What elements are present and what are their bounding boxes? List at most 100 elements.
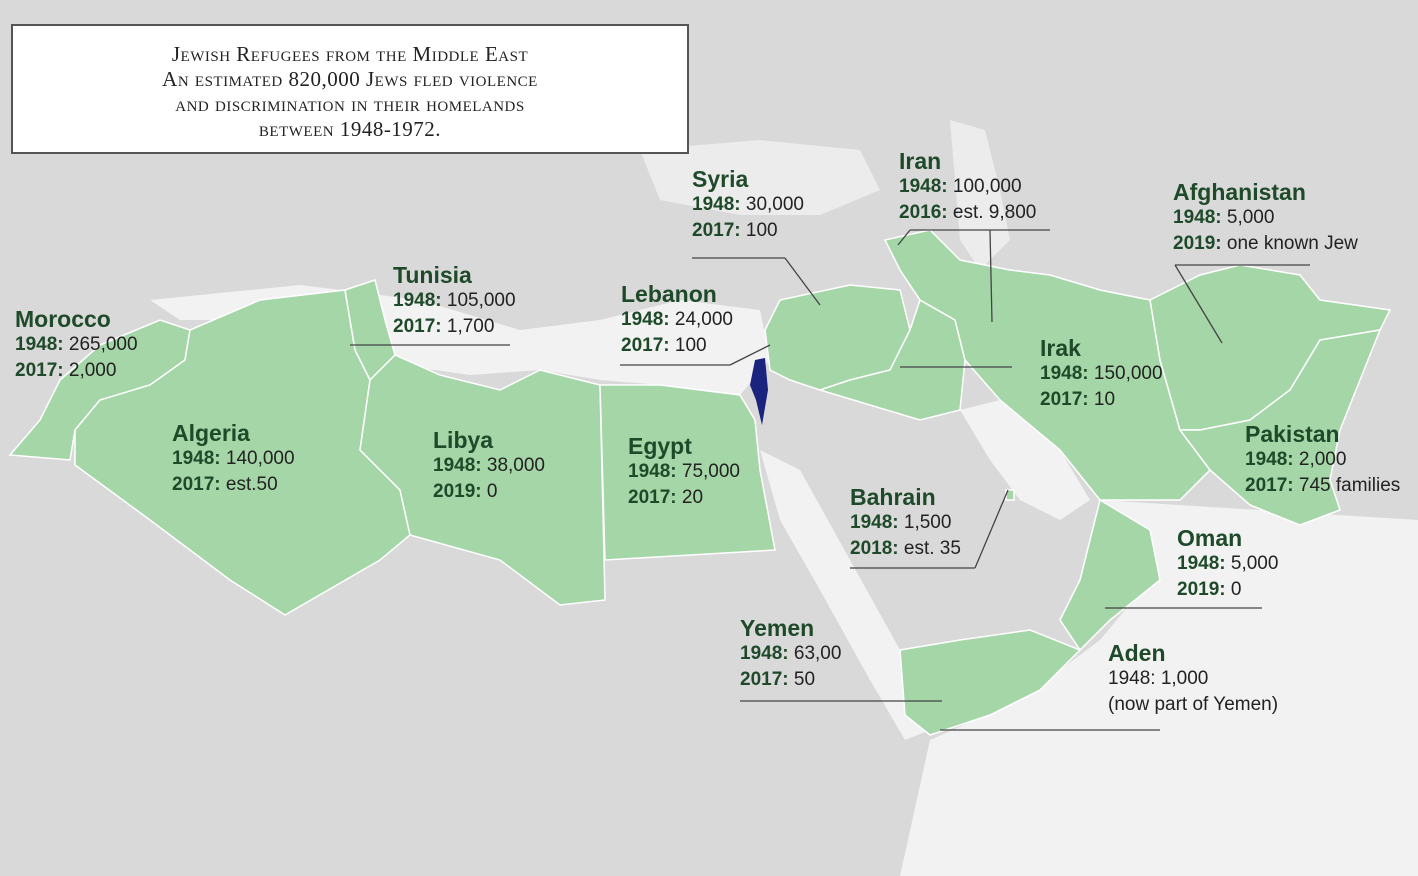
year: 1948: bbox=[850, 512, 899, 533]
persian-gulf bbox=[960, 400, 1090, 520]
year: 2017: bbox=[1040, 389, 1089, 410]
year: 1948: bbox=[393, 290, 442, 311]
country-name: Oman bbox=[1177, 525, 1243, 551]
country-bahrain bbox=[1005, 489, 1015, 501]
value: 2,000 bbox=[1298, 449, 1347, 470]
arabian-sea bbox=[900, 500, 1418, 876]
year: 2017: bbox=[692, 220, 741, 241]
country-name: Yemen bbox=[740, 615, 815, 641]
label-pakistan: Pakistan 1948: 2,000 2017: 745 families bbox=[1245, 421, 1400, 499]
value: 24,000 bbox=[674, 309, 734, 330]
leader-afghanistan-diag bbox=[1174, 264, 1223, 344]
year: 2017: bbox=[621, 335, 670, 356]
label-afghanistan: Afghanistan 1948: 5,000 2019: one known … bbox=[1173, 179, 1358, 257]
label-egypt: Egypt 1948: 75,000 2017: 20 bbox=[628, 433, 740, 511]
label-yemen: Yemen 1948: 63,00 2017: 50 bbox=[740, 615, 841, 693]
year: 1948: bbox=[692, 194, 741, 215]
year: 1948: bbox=[172, 448, 221, 469]
year: 1948: bbox=[1173, 207, 1222, 228]
title-line: between 1948-1972. bbox=[258, 117, 442, 141]
value: 1,500 bbox=[903, 512, 952, 533]
value: 1948: 1,000 bbox=[1108, 668, 1209, 689]
value: 20 bbox=[681, 487, 704, 508]
label-tunisia: Tunisia 1948: 105,000 2017: 1,700 bbox=[393, 262, 516, 340]
value: 265,000 bbox=[68, 334, 138, 355]
caspian-sea bbox=[950, 120, 1010, 270]
value: 105,000 bbox=[446, 290, 516, 311]
leader-syria-diag bbox=[784, 257, 821, 306]
value: 140,000 bbox=[225, 448, 295, 469]
leader-bahrain-diag bbox=[974, 489, 1009, 569]
year: 1948: bbox=[1177, 553, 1226, 574]
country-name: Tunisia bbox=[393, 262, 472, 288]
country-name: Pakistan bbox=[1245, 421, 1340, 447]
country-name: Egypt bbox=[628, 433, 692, 459]
label-morocco: Morocco 1948: 265,000 2017: 2,000 bbox=[15, 306, 138, 384]
value: 38,000 bbox=[486, 455, 546, 476]
leader-iran-vert bbox=[989, 229, 993, 323]
value: 63,00 bbox=[793, 643, 842, 664]
value: 5,000 bbox=[1230, 553, 1279, 574]
value: est. 9,800 bbox=[952, 202, 1037, 223]
value: one known Jew bbox=[1226, 233, 1358, 254]
country-name: Aden bbox=[1108, 640, 1166, 666]
country-yemen bbox=[899, 629, 1082, 736]
label-syria: Syria 1948: 30,000 2017: 100 bbox=[692, 166, 804, 244]
title-box: Jewish Refugees from the Middle East An … bbox=[11, 24, 689, 154]
country-name: Bahrain bbox=[850, 484, 936, 510]
country-name: Iran bbox=[899, 148, 942, 174]
year: 2017: bbox=[628, 487, 677, 508]
year: 1948: bbox=[433, 455, 482, 476]
country-name: Irak bbox=[1040, 335, 1081, 361]
value: 50 bbox=[793, 669, 816, 690]
year: 1948: bbox=[621, 309, 670, 330]
country-libya bbox=[359, 354, 606, 606]
country-name: Afghanistan bbox=[1173, 179, 1306, 205]
country-egypt bbox=[599, 384, 776, 561]
value: est. 35 bbox=[903, 538, 961, 559]
title-line: An estimated 820,000 Jews fled violence bbox=[162, 67, 538, 91]
country-israel bbox=[750, 358, 768, 425]
year: 2017: bbox=[1245, 475, 1294, 496]
title-line: Jewish Refugees from the Middle East bbox=[171, 42, 529, 66]
value: 100 bbox=[745, 220, 778, 241]
value: (now part of Yemen) bbox=[1108, 694, 1279, 715]
country-pakistan bbox=[1178, 329, 1382, 526]
country-name: Libya bbox=[433, 427, 494, 453]
value: 30,000 bbox=[745, 194, 805, 215]
year: 2019: bbox=[433, 481, 482, 502]
label-aden: Aden 1948: 1,000 (now part of Yemen) bbox=[1108, 640, 1278, 718]
country-name: Lebanon bbox=[621, 281, 717, 307]
year: 1948: bbox=[1245, 449, 1294, 470]
year: 2019: bbox=[1173, 233, 1222, 254]
value: 100,000 bbox=[952, 176, 1022, 197]
label-iran: Iran 1948: 100,000 2016: est. 9,800 bbox=[899, 148, 1036, 226]
year: 1948: bbox=[628, 461, 677, 482]
value: est.50 bbox=[225, 474, 278, 495]
value: 745 families bbox=[1298, 475, 1401, 496]
year: 1948: bbox=[740, 643, 789, 664]
value: 75,000 bbox=[681, 461, 741, 482]
value: 0 bbox=[486, 481, 498, 502]
value: 5,000 bbox=[1226, 207, 1275, 228]
label-lebanon: Lebanon 1948: 24,000 2017: 100 bbox=[621, 281, 733, 359]
value: 0 bbox=[1230, 579, 1242, 600]
year: 2018: bbox=[850, 538, 899, 559]
year: 2017: bbox=[172, 474, 221, 495]
year: 2017: bbox=[740, 669, 789, 690]
leader-iran-diag bbox=[897, 229, 911, 246]
year: 1948: bbox=[15, 334, 64, 355]
label-libya: Libya 1948: 38,000 2019: 0 bbox=[433, 427, 545, 505]
value: 100 bbox=[674, 335, 707, 356]
red-sea bbox=[760, 450, 930, 740]
value: 150,000 bbox=[1093, 363, 1163, 384]
value: 2,000 bbox=[68, 360, 117, 381]
country-name: Syria bbox=[692, 166, 749, 192]
title-line: and discrimination in their homelands bbox=[175, 92, 525, 116]
year: 2017: bbox=[15, 360, 64, 381]
year: 2019: bbox=[1177, 579, 1226, 600]
black-sea bbox=[640, 140, 880, 215]
year: 1948: bbox=[899, 176, 948, 197]
value: 10 bbox=[1093, 389, 1116, 410]
